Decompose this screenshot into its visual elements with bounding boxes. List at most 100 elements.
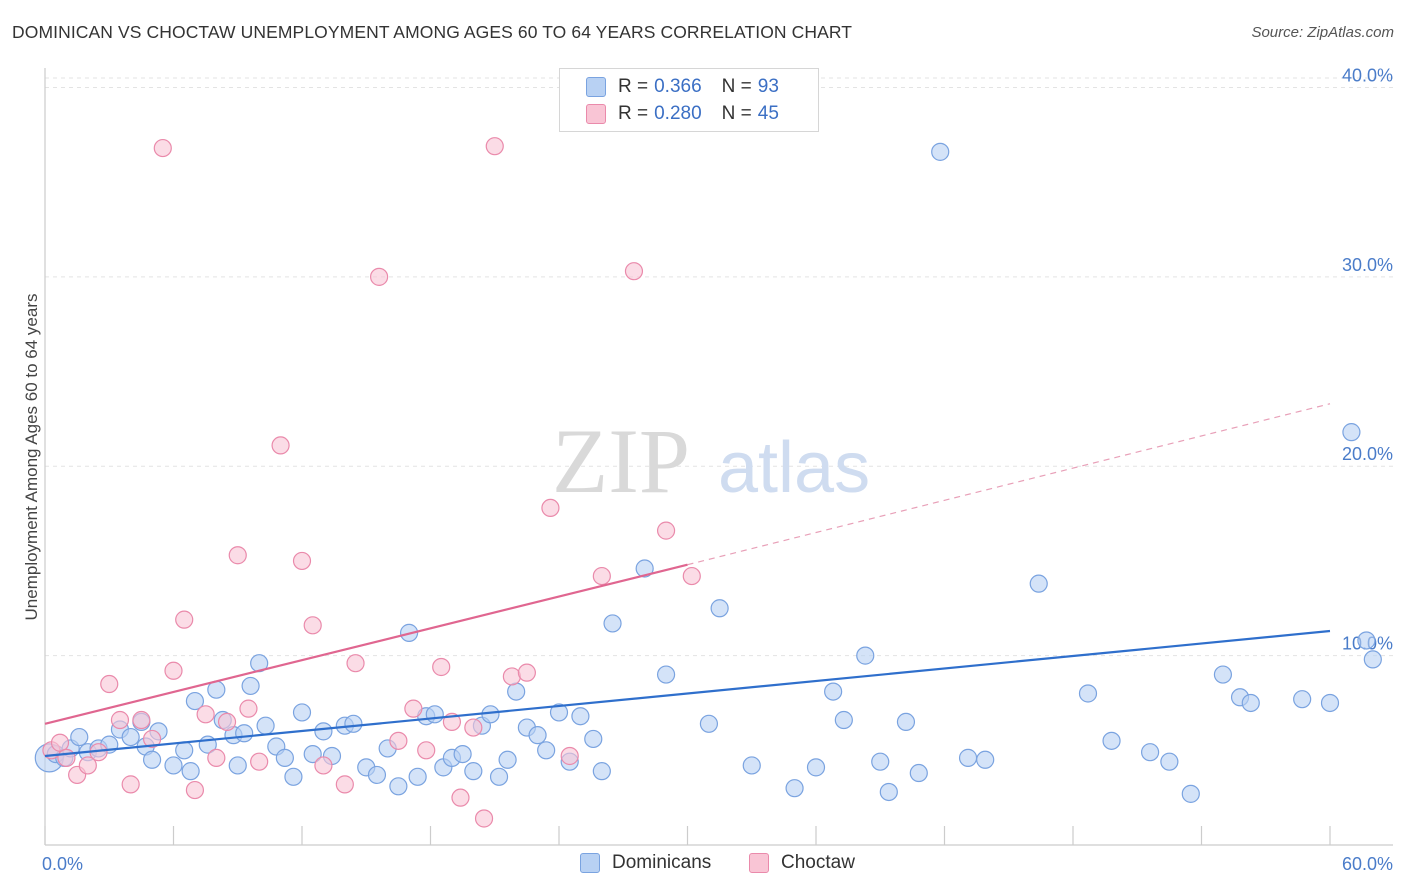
dominicans-point: [284, 767, 303, 786]
legend-swatch-choctaw: [749, 853, 769, 873]
legend-r-value: 0.280: [654, 103, 702, 124]
dominicans-point: [228, 756, 247, 775]
dominicans-point: [389, 777, 408, 796]
choctaw-point: [239, 699, 258, 718]
choctaw-point: [228, 546, 247, 565]
dominicans-point: [603, 614, 622, 633]
watermark: ZIP atlas: [552, 410, 870, 512]
legend-n-value: 45: [757, 103, 779, 124]
dominicans-point: [879, 782, 898, 802]
dominicans-point: [592, 762, 611, 781]
legend-swatch-dominicans: [586, 77, 606, 97]
x-tick-label: 0.0%: [42, 854, 83, 874]
watermark-atlas: atlas: [718, 428, 870, 508]
chart-source: Source: ZipAtlas.com: [1251, 24, 1394, 41]
legend-n-label: N =: [721, 76, 752, 97]
dominicans-point: [175, 741, 194, 760]
dominicans-point: [931, 142, 950, 161]
choctaw-point: [185, 780, 205, 800]
y-tick-label: 40.0%: [1342, 65, 1393, 85]
dominicans-point: [1363, 650, 1382, 669]
axes: [44, 68, 1393, 846]
dominicans-point: [834, 710, 853, 730]
dominicans-point: [742, 756, 761, 775]
legend-label-dominicans: Dominicans: [612, 852, 712, 873]
dominicans-point: [1357, 631, 1376, 650]
choctaw-point: [78, 756, 97, 775]
choctaw-point: [517, 663, 536, 682]
data-points: [34, 137, 1382, 828]
dominicans-point: [976, 750, 995, 769]
dominicans-point: [824, 682, 843, 701]
choctaw-point: [110, 710, 130, 730]
legend-swatch-dominicans: [580, 853, 600, 873]
dominicans-point: [1029, 574, 1048, 593]
legend-swatch-choctaw: [586, 104, 606, 124]
dominicans-point: [856, 646, 875, 665]
choctaw-point: [404, 699, 423, 718]
legend-item-dominicans[interactable]: Dominicans: [580, 852, 711, 874]
choctaw-point: [485, 137, 504, 156]
trend-lines: [44, 403, 1331, 758]
choctaw-point: [57, 748, 76, 767]
dominicans-point: [958, 748, 978, 767]
choctaw-point: [464, 718, 483, 737]
legend-r-value: 0.366: [654, 76, 702, 97]
choctaw-point: [592, 566, 611, 586]
dominicans-point: [507, 682, 526, 701]
dominicans-point: [292, 703, 312, 722]
dominicans-point: [1320, 693, 1340, 713]
dominicans-point: [464, 762, 483, 781]
choctaw-point: [389, 731, 408, 750]
choctaw-point: [217, 712, 237, 732]
dominicans-point: [584, 729, 603, 749]
choctaw-point: [417, 741, 436, 760]
dominicans-trend-line: [44, 629, 1331, 758]
choctaw-point: [142, 729, 162, 749]
choctaw-point: [132, 710, 151, 730]
choctaw-point: [656, 521, 676, 540]
choctaw-point: [175, 610, 194, 629]
dominicans-point: [871, 752, 890, 771]
dominicans-point: [1342, 423, 1361, 442]
dominicans-point: [785, 779, 804, 798]
choctaw-point: [100, 674, 119, 694]
dominicans-point: [453, 744, 472, 764]
dominicans-point: [656, 665, 676, 684]
choctaw-point: [153, 138, 172, 158]
legend-item-choctaw[interactable]: Choctaw: [749, 852, 855, 874]
choctaw-point: [50, 733, 70, 752]
dominicans-point: [1102, 731, 1121, 750]
dominicans-point: [1181, 784, 1200, 803]
choctaw-point: [541, 498, 560, 517]
choctaw-point: [451, 788, 470, 807]
dominicans-point: [70, 727, 89, 747]
dominicans-point: [549, 703, 569, 722]
choctaw-trend-line: [44, 563, 688, 725]
dominicans-point: [235, 724, 254, 743]
dominicans-point: [1078, 684, 1098, 703]
dominicans-point: [256, 716, 275, 735]
legend-n-label: N =: [721, 103, 752, 124]
choctaw-trend-extension: [687, 403, 1331, 566]
dominicans-point: [635, 559, 654, 578]
legend-row-choctaw: R = 0.280 N = 45: [586, 101, 779, 127]
dominicans-point: [314, 722, 333, 741]
y-axis-label: Unemployment Among Ages 60 to 64 years: [22, 294, 41, 621]
choctaw-point: [560, 746, 579, 766]
y-tick-label: 20.0%: [1342, 444, 1393, 464]
watermark-zip: ZIP: [552, 410, 690, 512]
dominicans-point: [710, 599, 729, 618]
dominicans-point: [571, 707, 590, 726]
legend-r-label: R =: [618, 103, 649, 124]
choctaw-point: [682, 566, 701, 586]
dominicans-point: [528, 726, 547, 745]
dominicans-point: [1160, 752, 1179, 771]
legend-r-label: R =: [618, 76, 649, 97]
dominicans-point: [1293, 690, 1312, 709]
choctaw-point: [292, 551, 312, 571]
choctaw-point: [432, 657, 451, 677]
choctaw-point: [164, 661, 183, 680]
choctaw-point: [207, 748, 226, 767]
